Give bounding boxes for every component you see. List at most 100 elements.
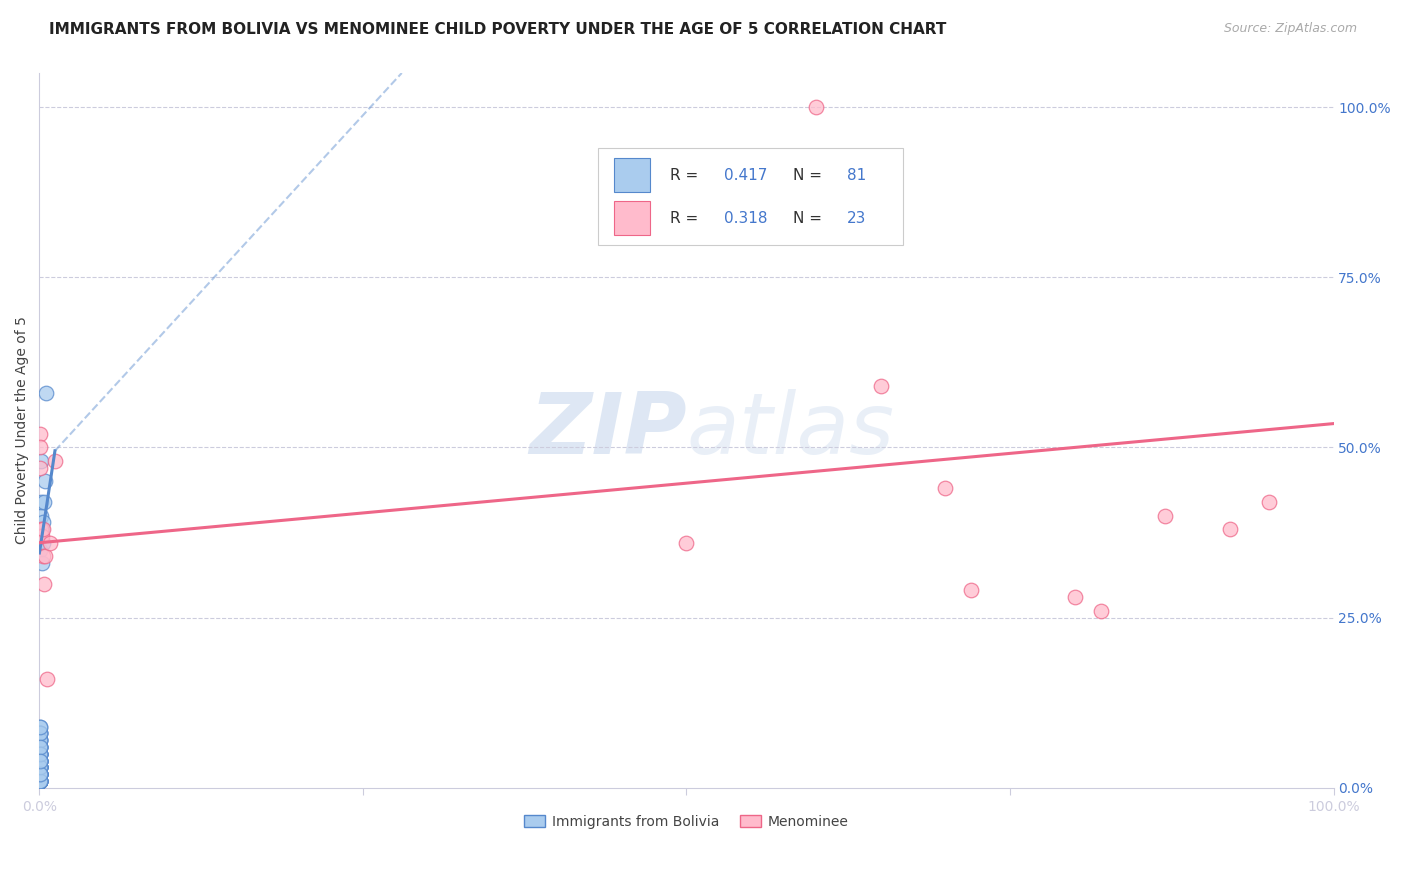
Point [28,754,51,768]
Point [28,774,51,789]
Point [1219,522,1241,536]
Point [28,767,51,781]
Point [28,754,51,768]
Point [28,754,51,768]
Point [28,747,51,761]
Point [38,535,60,549]
Point [31,522,53,536]
Point [28,767,51,781]
Point [28,760,51,774]
Point [28,760,51,774]
Point [28,774,51,789]
Point [28,760,51,774]
Point [28,733,51,747]
Point [28,747,51,761]
Point [28,767,51,781]
Text: N =: N = [793,211,827,226]
Point [28,747,51,761]
Point [28,760,51,774]
Point [28,760,51,774]
Point [28,720,51,734]
Text: 0.318: 0.318 [724,211,768,226]
Point [28,774,51,789]
Text: 81: 81 [846,168,866,183]
Text: 23: 23 [846,211,866,226]
Point [28,739,51,754]
Point [28,426,51,441]
Bar [614,158,650,193]
Point [28,760,51,774]
Point [28,747,51,761]
Point [44,454,66,468]
Point [28,747,51,761]
Point [28,739,51,754]
Point [1090,604,1112,618]
Point [28,747,51,761]
Point [32,516,55,530]
Point [30,508,52,523]
Point [28,760,51,774]
Point [35,386,58,401]
Point [28,739,51,754]
Bar [599,148,903,244]
Point [31,522,53,536]
Point [28,754,51,768]
Bar [614,201,650,235]
Legend: Immigrants from Bolivia, Menominee: Immigrants from Bolivia, Menominee [519,809,855,835]
Point [28,774,51,789]
Point [28,733,51,747]
Point [28,767,51,781]
Point [28,767,51,781]
Point [28,774,51,789]
Point [28,754,51,768]
Point [28,747,51,761]
Point [28,767,51,781]
Point [28,754,51,768]
Text: R =: R = [669,211,703,226]
Point [31,535,53,549]
Text: atlas: atlas [686,389,894,472]
Point [28,760,51,774]
Point [28,767,51,781]
Point [28,754,51,768]
Point [28,739,51,754]
Text: ZIP: ZIP [529,389,686,472]
Point [28,760,51,774]
Text: IMMIGRANTS FROM BOLIVIA VS MENOMINEE CHILD POVERTY UNDER THE AGE OF 5 CORRELATIO: IMMIGRANTS FROM BOLIVIA VS MENOMINEE CHI… [49,22,946,37]
Point [30,441,52,455]
Text: N =: N = [793,168,827,183]
Point [869,379,891,393]
Point [1154,508,1177,523]
Point [28,733,51,747]
Text: 0.417: 0.417 [724,168,768,183]
Point [28,754,51,768]
Point [28,754,51,768]
Point [28,739,51,754]
Point [28,726,51,740]
Point [28,767,51,781]
Point [28,774,51,789]
Point [28,767,51,781]
Point [28,760,51,774]
Point [28,767,51,781]
Point [32,495,55,509]
Point [32,576,55,591]
Point [34,549,56,564]
Text: Source: ZipAtlas.com: Source: ZipAtlas.com [1223,22,1357,36]
Text: R =: R = [669,168,703,183]
Point [37,672,59,686]
Point [960,583,983,598]
Point [804,100,827,114]
Point [32,549,55,564]
Point [28,774,51,789]
Point [30,522,52,536]
Point [28,767,51,781]
Point [28,767,51,781]
Point [28,747,51,761]
Point [28,774,51,789]
Point [30,529,52,543]
Point [28,726,51,740]
Point [28,774,51,789]
Point [28,767,51,781]
Point [31,529,53,543]
